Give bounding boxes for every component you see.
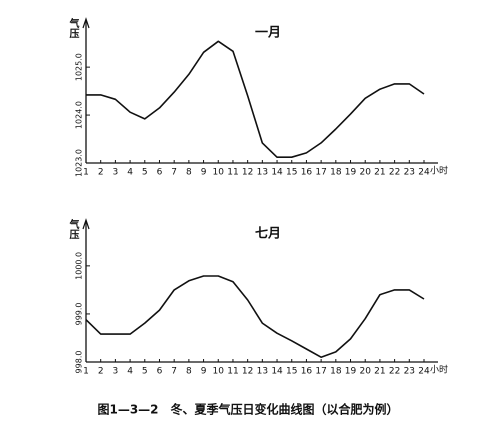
x-tick-label: 18 bbox=[330, 367, 342, 377]
x-tick-label: 24 bbox=[418, 168, 430, 178]
x-tick-label: 2 bbox=[98, 168, 104, 178]
x-tick-label: 11 bbox=[227, 367, 238, 377]
x-tick-label: 12 bbox=[242, 168, 253, 178]
x-tick-label: 1 bbox=[83, 168, 89, 178]
figure-caption: 图1—3—2 冬、夏季气压日变化曲线图（以合肥为例） bbox=[97, 402, 398, 417]
x-tick-label: 21 bbox=[374, 367, 385, 377]
x-tick-label: 8 bbox=[186, 367, 192, 377]
axis-arrow bbox=[82, 17, 90, 29]
chart-title: 七月 bbox=[255, 227, 281, 242]
x-tick-label: 18 bbox=[330, 168, 342, 178]
x-tick-label: 12 bbox=[242, 367, 253, 377]
x-tick-label: 19 bbox=[345, 168, 357, 178]
x-tick-label: 13 bbox=[257, 367, 268, 377]
x-tick-label: 20 bbox=[359, 168, 371, 178]
x-tick-label: 9 bbox=[201, 168, 207, 178]
x-tick-label: 6 bbox=[157, 168, 163, 178]
x-tick-label: 14 bbox=[271, 168, 283, 178]
x-tick-label: 3 bbox=[113, 367, 119, 377]
x-tick-label: 11 bbox=[227, 168, 238, 178]
y-tick-label: 1000.0 bbox=[75, 252, 84, 280]
x-axis-label: 小时 bbox=[430, 364, 448, 376]
x-tick-label: 17 bbox=[315, 367, 326, 377]
y-axis-label: 气压 bbox=[67, 218, 80, 240]
x-tick-label: 20 bbox=[359, 367, 371, 377]
x-tick-label: 19 bbox=[345, 367, 357, 377]
x-tick-label: 5 bbox=[142, 168, 148, 178]
x-tick-label: 16 bbox=[301, 168, 313, 178]
x-tick-label: 2 bbox=[98, 367, 104, 377]
x-tick-label: 22 bbox=[389, 168, 400, 178]
x-tick-label: 13 bbox=[257, 168, 268, 178]
chart-title: 一月 bbox=[255, 26, 281, 41]
x-axis-label: 小时 bbox=[430, 165, 448, 177]
y-tick-label: 1023.0 bbox=[75, 149, 84, 177]
x-tick-label: 22 bbox=[389, 367, 400, 377]
pressure-line bbox=[85, 275, 425, 358]
y-axis-label: 气压 bbox=[67, 17, 80, 39]
x-tick-label: 5 bbox=[142, 367, 148, 377]
x-tick-label: 14 bbox=[271, 367, 283, 377]
x-tick-label: 1 bbox=[83, 367, 89, 377]
axis-arrow bbox=[82, 218, 90, 230]
x-tick-label: 7 bbox=[171, 168, 177, 178]
x-tick-label: 23 bbox=[404, 367, 415, 377]
x-tick-label: 9 bbox=[201, 367, 207, 377]
x-tick-label: 3 bbox=[113, 168, 119, 178]
x-tick-label: 24 bbox=[418, 367, 430, 377]
y-tick-label: 1025.0 bbox=[75, 53, 84, 81]
y-tick-label: 998.0 bbox=[75, 351, 84, 374]
x-tick-label: 10 bbox=[213, 168, 225, 178]
x-tick-label: 17 bbox=[315, 168, 326, 178]
x-tick-label: 6 bbox=[157, 367, 163, 377]
x-tick-label: 8 bbox=[186, 168, 192, 178]
pressure-line bbox=[86, 40, 425, 158]
x-tick-label: 15 bbox=[286, 367, 297, 377]
x-tick-label: 10 bbox=[213, 367, 225, 377]
x-tick-label: 23 bbox=[404, 168, 415, 178]
y-tick-label: 999.0 bbox=[75, 302, 84, 325]
x-tick-label: 4 bbox=[127, 168, 133, 178]
x-tick-label: 15 bbox=[286, 168, 297, 178]
x-tick-label: 16 bbox=[301, 367, 313, 377]
x-tick-label: 7 bbox=[171, 367, 177, 377]
x-tick-label: 4 bbox=[127, 367, 133, 377]
y-tick-label: 1024.0 bbox=[75, 101, 84, 129]
x-tick-label: 21 bbox=[374, 168, 385, 178]
